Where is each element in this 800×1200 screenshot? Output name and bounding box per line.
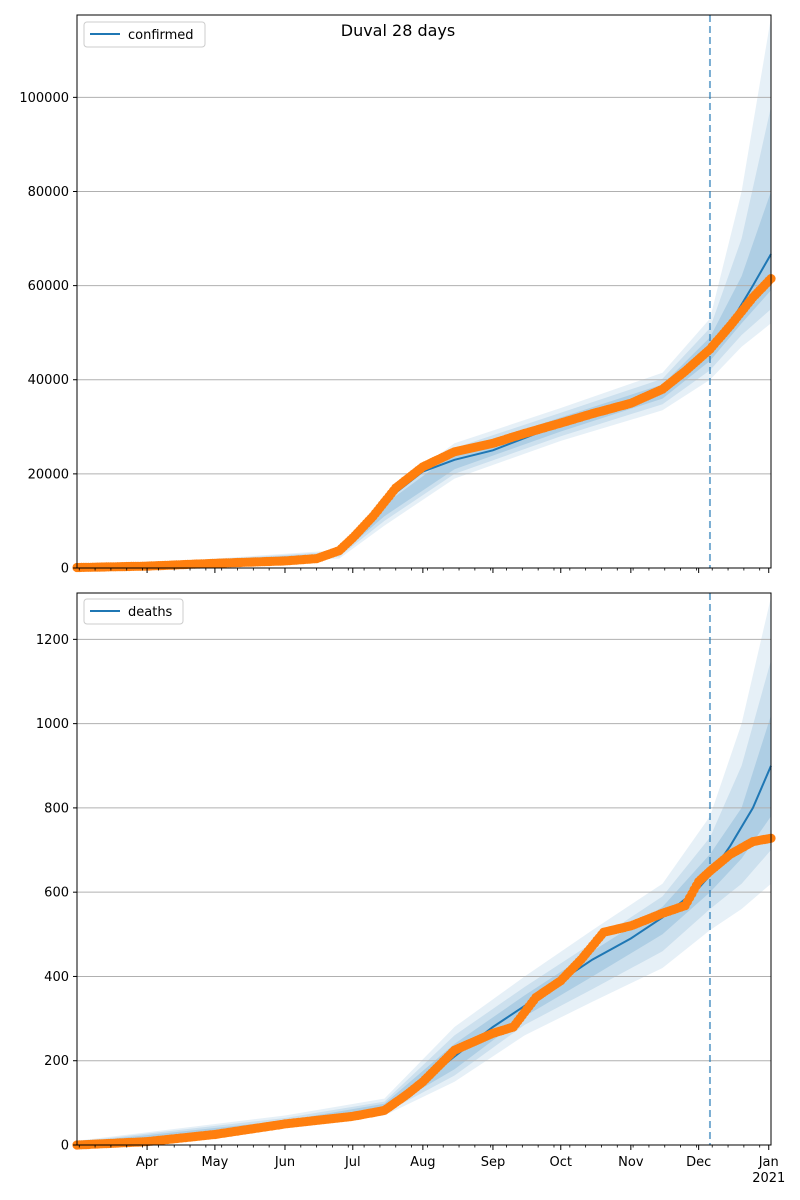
confirmed-y-tick-label: 80000 xyxy=(28,185,69,200)
deaths-y-tick-label: 1000 xyxy=(36,717,69,732)
deaths-y-tick-label: 400 xyxy=(44,970,69,985)
deaths-uncertainty-bands xyxy=(77,597,771,1145)
x-tick-label: Jun xyxy=(274,1155,295,1170)
deaths-y-tick-label: 1200 xyxy=(36,633,69,648)
deaths-y-tick-label: 800 xyxy=(44,801,69,816)
deaths-y-tick-label: 0 xyxy=(61,1139,69,1154)
confirmed-y-tick-label: 60000 xyxy=(28,279,69,294)
confirmed-y-tick-label: 20000 xyxy=(28,467,69,482)
confirmed-plot-frame xyxy=(76,14,772,569)
deaths-legend-box xyxy=(83,598,184,625)
x-tick-label: Apr xyxy=(136,1155,159,1170)
x-tick-label: Jul xyxy=(344,1155,361,1170)
confirmed-legend: confirmed xyxy=(83,21,206,48)
deaths-legend: deaths xyxy=(83,598,184,625)
confirmed-y-tick-label: 0 xyxy=(61,562,69,577)
x-tick-label: Sep xyxy=(481,1155,506,1170)
deaths-plot-frame xyxy=(76,592,772,1146)
confirmed-legend-label: confirmed xyxy=(128,28,194,43)
confirmed-observed-points xyxy=(72,274,776,573)
confirmed-gridlines xyxy=(77,96,771,475)
x-tick-label: Jan xyxy=(758,1155,779,1170)
x-year-label: 2021 xyxy=(752,1171,785,1186)
x-tick-label: Aug xyxy=(410,1155,435,1170)
confirmed-x-ticks xyxy=(78,568,770,573)
chart-title: Duval 28 days xyxy=(341,21,455,40)
confirmed-legend-box xyxy=(83,21,206,48)
deaths-y-axis: 0 200 400 600 800 1000 1200 xyxy=(36,633,77,1154)
confirmed-band-1 xyxy=(77,106,771,569)
deaths-panel: 0 200 400 600 800 1000 1200 Apr May Jun Jul Aug Sep… xyxy=(36,592,785,1186)
confirmed-panel: 0 20000 40000 60000 80000 100000 confirmed Du… xyxy=(19,14,776,577)
confirmed-uncertainty-bands xyxy=(77,17,771,569)
deaths-gridlines xyxy=(77,638,771,1062)
x-tick-label: Oct xyxy=(550,1155,572,1170)
confirmed-model-line xyxy=(76,253,772,569)
confirmed-model-path xyxy=(76,253,772,569)
deaths-observed-points xyxy=(72,833,776,1150)
confirmed-y-axis: 0 20000 40000 60000 80000 100000 xyxy=(19,91,77,577)
deaths-band-0 xyxy=(77,597,771,1145)
deaths-y-tick-label: 200 xyxy=(44,1054,69,1069)
x-tick-label: Nov xyxy=(618,1155,644,1170)
confirmed-y-tick-label: 100000 xyxy=(19,91,69,106)
confirmed-y-tick-label: 40000 xyxy=(28,373,69,388)
deaths-y-tick-label: 600 xyxy=(44,886,69,901)
x-tick-label: May xyxy=(201,1155,228,1170)
x-tick-label: Dec xyxy=(686,1155,711,1170)
deaths-legend-label: deaths xyxy=(128,605,173,620)
